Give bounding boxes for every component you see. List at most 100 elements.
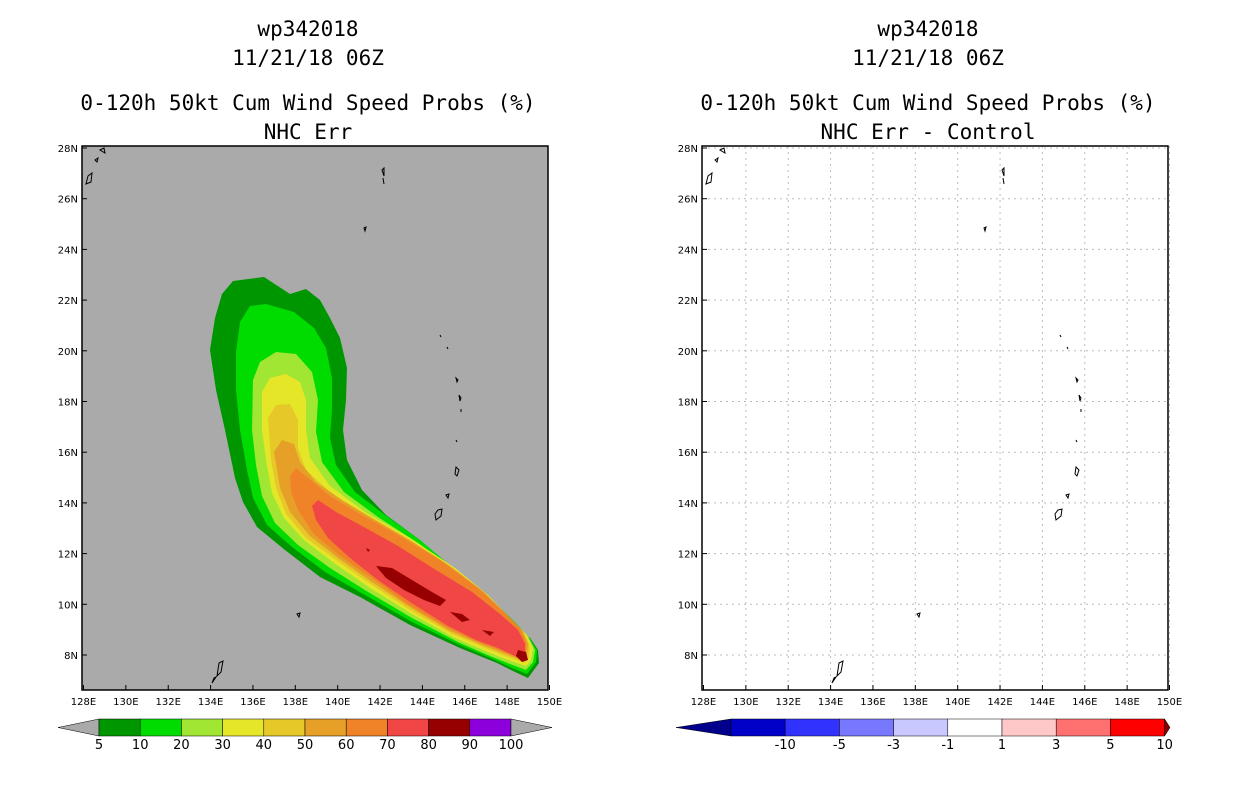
left-map-frame: [81, 145, 549, 691]
colorbar-high-triangle: [1164, 718, 1171, 737]
y-tick-label: 22N: [58, 296, 78, 307]
x-tick-label: 130E: [113, 697, 138, 708]
right-map-panel: 128E 130E 132E 134E 136E 138E 140E 142E 144E 146E…: [678, 144, 1182, 708]
colorbar-label: -3: [887, 738, 900, 753]
x-tick-label: 134E: [818, 697, 843, 708]
colorbar-label: 10: [132, 738, 149, 753]
y-tick-label: 12N: [58, 550, 78, 561]
y-tick-label: 24N: [58, 245, 78, 256]
colorbar-swatch: [1055, 718, 1111, 737]
y-tick-label: 16N: [678, 448, 698, 459]
right-gridlines: [702, 146, 1170, 690]
colorbar-swatch: [947, 718, 1003, 737]
colorbar-swatch: [181, 718, 223, 737]
y-tick-label: 18N: [678, 398, 698, 409]
y-tick-label: 10N: [678, 600, 698, 611]
x-tick-label: 148E: [1114, 697, 1139, 708]
y-tick-label: 14N: [58, 499, 78, 510]
y-tick-label: 18N: [58, 398, 78, 409]
contour-80: [366, 548, 528, 662]
colorbar-swatch: [387, 718, 429, 737]
x-tick-label: 132E: [776, 697, 801, 708]
x-tick-label: 136E: [860, 697, 885, 708]
y-tick-label: 20N: [678, 347, 698, 358]
right-product-title: 0-120h 50kt Cum Wind Speed Probs (%): [700, 91, 1156, 115]
x-tick-label: 138E: [903, 697, 928, 708]
colorbar-swatch: [1110, 718, 1165, 737]
left-map-panel: 128E 130E 132E 134E 136E 138E 140E 142E 144E 146E…: [58, 144, 562, 708]
colorbar-low-triangle: [675, 718, 732, 737]
y-tick-label: 8N: [684, 651, 698, 662]
left-colorbar: 5 10 20 30 40 50 60 70 80 90 100: [57, 718, 553, 753]
x-tick-label: 128E: [691, 697, 716, 708]
colorbar-label: 50: [297, 738, 314, 753]
x-tick-label: 148E: [494, 697, 519, 708]
x-tick-label: 142E: [367, 697, 392, 708]
colorbar-label: -5: [833, 738, 846, 753]
colorbar-label: 5: [1106, 738, 1114, 753]
contour-70: [312, 500, 525, 658]
colorbar-label: 3: [1052, 738, 1060, 753]
y-tick-label: 26N: [58, 195, 78, 206]
right-subtitle: NHC Err - Control: [820, 120, 1036, 144]
colorbar-label: -10: [775, 738, 796, 753]
y-tick-label: 8N: [64, 651, 78, 662]
colorbar-label: 90: [462, 738, 479, 753]
colorbar-swatch: [730, 718, 786, 737]
colorbar-swatch: [1001, 718, 1057, 737]
left-axis-ticks: 128E 130E 132E 134E 136E 138E 140E 142E 144E 146E…: [58, 144, 562, 708]
y-tick-label: 26N: [678, 195, 698, 206]
x-tick-label: 134E: [198, 697, 223, 708]
right-map-frame: [701, 145, 1169, 691]
colorbar-low-triangle: [57, 718, 100, 737]
colorbar-label: -1: [941, 738, 954, 753]
colorbar-label: 60: [338, 738, 355, 753]
y-tick-label: 22N: [678, 296, 698, 307]
x-tick-label: 150E: [537, 697, 562, 708]
x-tick-label: 138E: [283, 697, 308, 708]
x-tick-label: 128E: [71, 697, 96, 708]
left-storm-id: wp342018: [257, 17, 359, 41]
left-product-title: 0-120h 50kt Cum Wind Speed Probs (%): [80, 91, 536, 115]
right-map-background: [702, 146, 1168, 690]
y-tick-label: 14N: [678, 499, 698, 510]
y-tick-label: 28N: [58, 144, 78, 155]
colorbar-swatch: [784, 718, 840, 737]
x-tick-label: 140E: [325, 697, 350, 708]
y-tick-label: 24N: [678, 245, 698, 256]
y-tick-label: 28N: [678, 144, 698, 155]
y-tick-label: 10N: [58, 600, 78, 611]
x-tick-label: 146E: [452, 697, 477, 708]
y-tick-label: 12N: [678, 550, 698, 561]
colorbar-label: 40: [256, 738, 273, 753]
probability-contours: [210, 277, 539, 678]
colorbar-label: 70: [379, 738, 396, 753]
colorbar-swatch: [139, 718, 182, 737]
x-tick-label: 144E: [410, 697, 435, 708]
colorbar-swatch: [263, 718, 306, 737]
right-axis-ticks: 128E 130E 132E 134E 136E 138E 140E 142E 144E 146E…: [678, 144, 1182, 708]
colorbar-label: 30: [214, 738, 231, 753]
colorbar-label: 100: [499, 738, 524, 753]
x-tick-label: 150E: [1157, 697, 1182, 708]
colorbar-label: 5: [95, 738, 103, 753]
colorbar-label: 1: [998, 738, 1006, 753]
colorbar-high-triangle: [510, 718, 553, 737]
x-tick-label: 132E: [156, 697, 181, 708]
colorbar-swatch: [469, 718, 512, 737]
colorbar-swatch: [304, 718, 347, 737]
colorbar-swatch: [428, 718, 471, 737]
colorbar-swatch: [839, 718, 894, 737]
x-tick-label: 136E: [240, 697, 265, 708]
colorbar-swatch: [98, 718, 141, 737]
right-colorbar: -10 -5 -3 -1 1 3 5 10: [675, 718, 1173, 753]
x-tick-label: 142E: [987, 697, 1012, 708]
colorbar-label: 10: [1156, 738, 1173, 753]
left-subtitle: NHC Err: [263, 120, 353, 144]
colorbar-swatch: [345, 718, 388, 737]
x-tick-label: 146E: [1072, 697, 1097, 708]
x-tick-label: 140E: [945, 697, 970, 708]
y-tick-label: 20N: [58, 347, 78, 358]
right-storm-id: wp342018: [877, 17, 979, 41]
